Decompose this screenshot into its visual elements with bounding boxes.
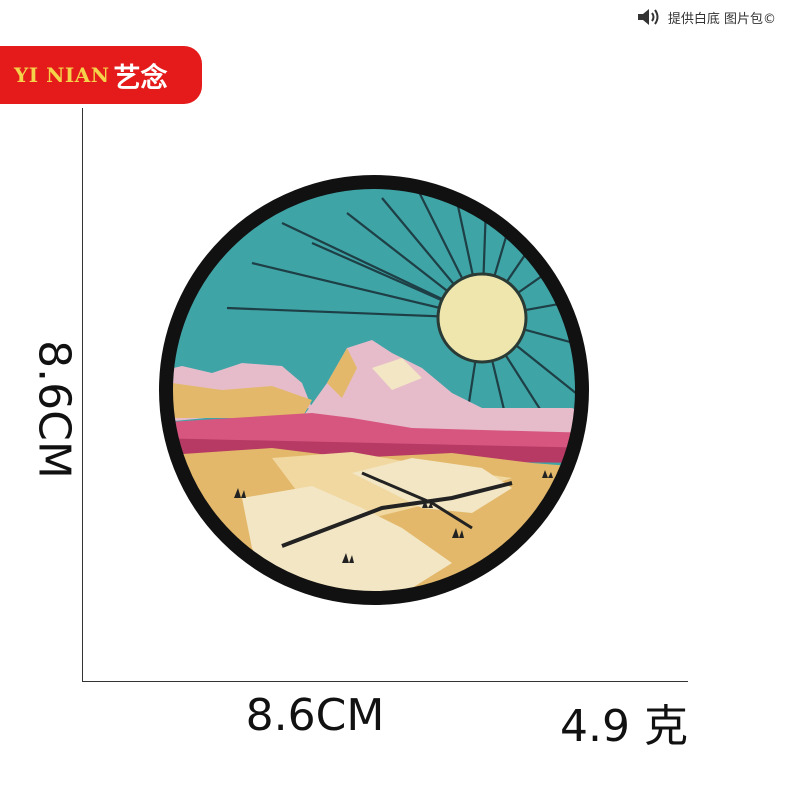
watermark-bar: 提供白底 图片包© [636, 6, 776, 28]
height-label: 8.6CM [28, 340, 80, 479]
height-axis-line [82, 108, 83, 682]
weight-label: 4.9 克 [560, 701, 688, 752]
brand-chinese-name: 艺念 [113, 62, 168, 94]
width-label: 8.6CM [245, 690, 385, 741]
speaker-icon [637, 9, 659, 25]
watermark-text: 提供白底 图片包© [667, 11, 776, 27]
embroidered-patch-image [159, 175, 589, 605]
sun [436, 272, 528, 364]
sand-dune [242, 486, 452, 598]
width-axis-line [82, 681, 688, 682]
brand-badge: YI NIAN 艺念 [0, 46, 202, 104]
brand-latin-name: YI NIAN [14, 63, 110, 87]
patch-border [159, 175, 589, 605]
